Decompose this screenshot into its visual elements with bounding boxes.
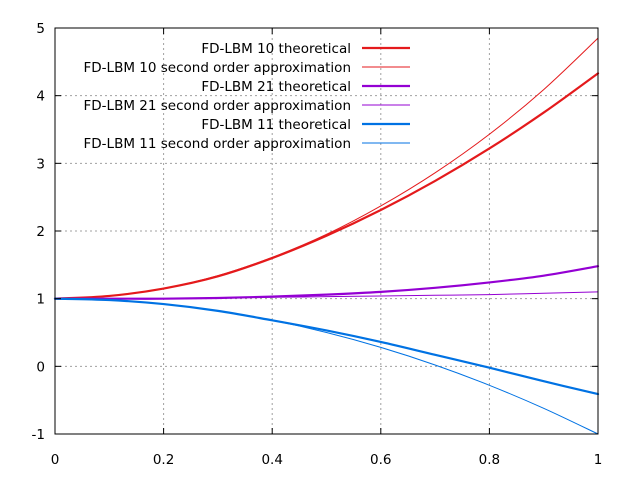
y-tick-label: -1: [32, 427, 45, 443]
legend-label: FD-LBM 21 second order approximation: [84, 98, 351, 114]
x-tick-label: 0.8: [479, 452, 500, 468]
x-tick-label: 0.6: [370, 452, 391, 468]
series-line-fd-lbm-11-theoretical: [53, 297, 600, 396]
legend-label: FD-LBM 11 theoretical: [201, 117, 351, 133]
y-tick-label: 3: [36, 156, 45, 172]
legend-label: FD-LBM 10 theoretical: [201, 41, 351, 57]
y-tick-label: 1: [36, 292, 45, 308]
y-tick-label: 5: [36, 21, 45, 37]
legend-label: FD-LBM 11 second order approximation: [84, 136, 351, 152]
x-tick-label: 1: [594, 452, 603, 468]
legend-label: FD-LBM 10 second order approximation: [84, 60, 351, 76]
axis-ticks: 0 0.2 0.4 0.6 0.8 1 -1 0 1 2 3 4 5: [32, 21, 603, 468]
x-tick-label: 0.4: [261, 452, 282, 468]
legend-label: FD-LBM 21 theoretical: [201, 79, 351, 95]
x-tick-label: 0.2: [153, 452, 174, 468]
series-lines: [53, 37, 600, 435]
y-tick-label: 0: [36, 359, 45, 375]
series-line-fd-lbm-11-second-order-approximation: [54, 298, 599, 435]
y-tick-label: 2: [36, 224, 45, 240]
y-tick-label: 4: [36, 89, 45, 105]
x-tick-label: 0: [51, 452, 60, 468]
legend: FD-LBM 10 theoretical FD-LBM 10 second or…: [84, 41, 410, 152]
series-line-fd-lbm-21-second-order-approximation: [54, 291, 599, 300]
series-line-fd-lbm-10-second-order-approximation: [54, 37, 599, 300]
